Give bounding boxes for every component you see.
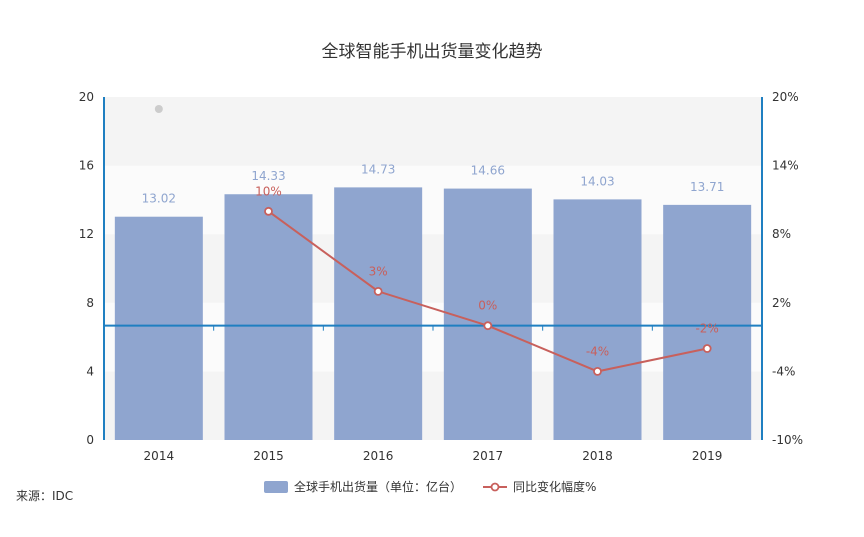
left-axis-ticks: 0 4 8 12 16 20 <box>79 90 94 447</box>
right-axis-ticks: -10% -4% 2% 8% 14% 20% <box>772 90 803 447</box>
line-data-label: 3% <box>369 264 388 278</box>
line-point[interactable] <box>373 286 383 296</box>
bar-data-label: 13.02 <box>142 192 176 206</box>
grid-band <box>104 371 762 440</box>
bar-data-label: 14.33 <box>251 169 285 183</box>
left-tick-label: 8 <box>86 296 94 310</box>
legend-swatch-marker <box>490 482 500 492</box>
x-tick-label: 2014 <box>144 449 175 463</box>
bar[interactable] <box>443 188 532 440</box>
x-axis-ticks: 2014 2015 2016 2017 2018 2019 <box>144 449 723 463</box>
legend-label-line: 同比变化幅度% <box>513 479 596 494</box>
right-tick-label: 8% <box>772 227 791 241</box>
line-point[interactable] <box>264 206 273 216</box>
grid-bands <box>104 97 762 440</box>
bar[interactable] <box>663 204 752 440</box>
right-tick-label: 14% <box>772 159 799 173</box>
left-tick-label: 12 <box>79 227 94 241</box>
grid-band <box>104 234 762 303</box>
left-tick-label: 0 <box>86 433 94 447</box>
line-data-label: -2% <box>695 322 718 336</box>
bar-data-labels: 13.02 14.33 14.73 14.66 14.03 13.71 <box>142 162 725 205</box>
legend-item-line[interactable]: 同比变化幅度% <box>483 479 596 494</box>
x-tick-label: 2018 <box>582 449 613 463</box>
line-point[interactable] <box>483 321 493 331</box>
line-data-label: -4% <box>586 344 609 358</box>
right-tick-label: 2% <box>772 296 791 310</box>
line-point[interactable] <box>702 344 712 353</box>
x-tick-label: 2015 <box>253 449 284 463</box>
x-tick-label: 2019 <box>692 449 723 463</box>
line-data-label: 0% <box>478 299 497 313</box>
grid-band <box>104 97 762 166</box>
right-tick-label: -10% <box>772 433 803 447</box>
legend-label-bar: 全球手机出货量（单位：亿台） <box>294 479 462 494</box>
line-data-labels: 10% 3% 0% -4% -2% <box>255 184 719 358</box>
source-note: 来源：IDC <box>16 489 74 503</box>
bar[interactable] <box>553 199 642 440</box>
grid-band <box>104 165 762 235</box>
bar-data-label: 13.71 <box>690 180 724 194</box>
bar-data-label: 14.66 <box>471 164 505 178</box>
legend[interactable]: 全球手机出货量（单位：亿台） 同比变化幅度% <box>264 479 596 494</box>
bar[interactable] <box>334 187 423 440</box>
missing-point-marker <box>154 105 163 113</box>
bar[interactable] <box>114 216 203 440</box>
axes <box>103 97 763 440</box>
bar-data-label: 14.03 <box>580 174 614 188</box>
bar-data-label: 14.73 <box>361 162 395 176</box>
left-tick-label: 16 <box>79 159 94 173</box>
left-tick-label: 20 <box>79 90 94 104</box>
x-tick-label: 2016 <box>363 449 394 463</box>
right-tick-label: -4% <box>772 364 795 378</box>
legend-swatch-bar <box>264 481 288 493</box>
right-tick-label: 20% <box>772 90 799 104</box>
chart-title: 全球智能手机出货量变化趋势 <box>322 42 543 62</box>
line-series <box>154 105 712 376</box>
left-tick-label: 4 <box>86 364 94 378</box>
line-point[interactable] <box>593 366 602 376</box>
legend-item-bar[interactable]: 全球手机出货量（单位：亿台） <box>264 479 462 494</box>
bar-series <box>114 187 752 440</box>
x-tick-label: 2017 <box>473 449 504 463</box>
line-data-label: 10% <box>255 184 282 198</box>
bar[interactable] <box>224 194 313 440</box>
